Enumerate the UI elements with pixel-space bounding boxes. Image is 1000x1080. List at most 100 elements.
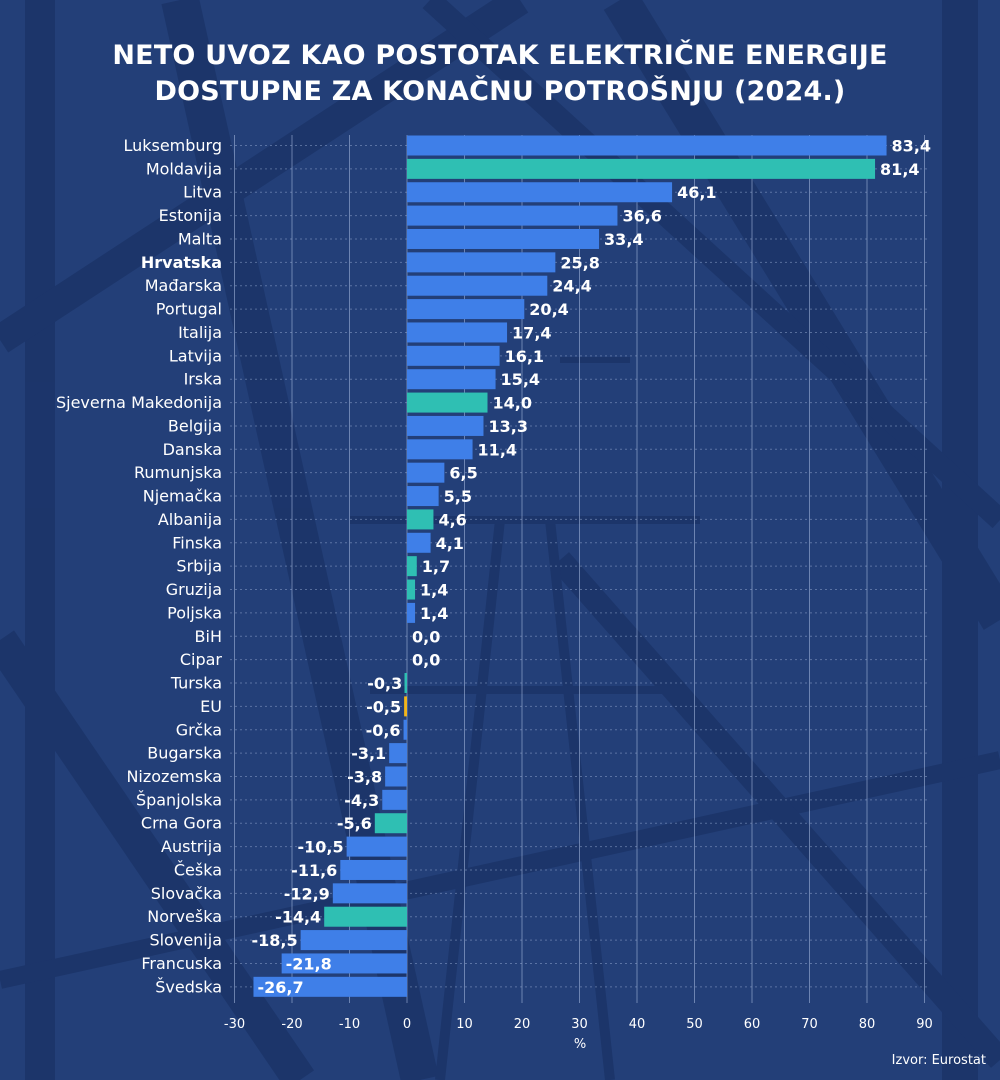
bar-mađarska (407, 275, 548, 296)
value-label: -4,3 (344, 791, 379, 810)
value-label: -0,6 (366, 721, 401, 740)
bar-austrija (346, 836, 407, 857)
bar-finska (407, 532, 431, 553)
bar-francuska (281, 953, 407, 974)
x-axis-ticks: -30 -20 -10 0 10 20 30 40 50 60 70 80 90 (224, 1017, 933, 1032)
x-tick-label: 10 (456, 1017, 473, 1032)
category-label: Poljska (167, 603, 222, 622)
x-tick-label: 70 (801, 1017, 818, 1032)
source-note: Izvor: Eurostat (891, 1053, 986, 1068)
x-tick-label: 20 (514, 1017, 531, 1032)
category-label: Norveška (147, 907, 222, 926)
category-labels: Luksemburg Moldavija Litva Estonija Malta Hrv… (56, 136, 222, 996)
value-label: 15,4 (501, 370, 540, 389)
value-label: -0,5 (366, 697, 401, 716)
bar-latvija (407, 345, 500, 366)
value-label: 25,8 (560, 253, 599, 272)
value-label: 11,4 (478, 440, 517, 459)
category-label: Belgija (168, 416, 222, 435)
x-tick-label: 30 (571, 1017, 588, 1032)
bar-turska (404, 673, 407, 694)
x-tick-label: -30 (224, 1017, 245, 1032)
bar-hrvatska (407, 252, 556, 273)
category-label: Bugarska (147, 744, 222, 763)
value-label: 4,6 (438, 510, 466, 529)
value-label: -12,9 (284, 884, 330, 903)
category-label: Luksemburg (123, 136, 222, 155)
value-label: -0,3 (367, 674, 402, 693)
x-tick-label: 90 (916, 1017, 933, 1032)
bar-nizozemska (385, 766, 407, 787)
category-label: Francuska (141, 954, 222, 973)
bar-malta (407, 228, 600, 249)
bar-poljska (407, 602, 416, 623)
value-label: 0,0 (412, 651, 440, 670)
category-label: Rumunjska (134, 463, 222, 482)
value-label: 81,4 (880, 160, 919, 179)
category-label: Španjolska (136, 790, 222, 809)
bar-švedska (253, 976, 407, 997)
category-label: Portugal (156, 300, 222, 319)
category-label: Cipar (180, 650, 223, 669)
bar-bugarska (389, 743, 407, 764)
bar-slovenija (300, 930, 407, 951)
bar-estonija (407, 205, 618, 226)
x-tick-label: 50 (686, 1017, 703, 1032)
category-label: Danska (163, 440, 222, 459)
value-label: -21,8 (286, 954, 332, 973)
bar-slovačka (332, 883, 407, 904)
x-tick-label: 40 (629, 1017, 646, 1032)
x-tick-label: 80 (859, 1017, 876, 1032)
chart-title-line-2: DOSTUPNE ZA KONAČNU POTROŠNJU (2024.) (154, 76, 846, 107)
value-label: 6,5 (449, 464, 477, 483)
category-label: Albanija (158, 510, 222, 529)
bar-španjolska (382, 789, 407, 810)
value-label: 46,1 (677, 183, 716, 202)
bar-eu (404, 696, 407, 717)
bars (253, 135, 887, 997)
value-labels: 83,4 81,4 46,1 36,6 33,4 25,8 24,4 20,4 17,4 16,1… (252, 137, 932, 997)
value-label: 1,7 (422, 557, 450, 576)
category-label: Estonija (159, 206, 222, 225)
chart-title-line-1: NETO UVOZ KAO POSTOTAK ELEKTRIČNE ENERGI… (112, 40, 888, 71)
category-label: Turska (170, 674, 222, 693)
bar-gruzija (407, 579, 416, 600)
bar-moldavija (407, 158, 876, 179)
value-label: 24,4 (552, 277, 591, 296)
bar-belgija (407, 415, 484, 436)
category-label: Srbija (176, 557, 222, 576)
grid-lines (230, 135, 930, 1003)
x-tick-label: 0 (403, 1017, 411, 1032)
value-label: 0,0 (412, 627, 440, 646)
category-label: Gruzija (166, 580, 222, 599)
bar-irska (407, 369, 496, 390)
bar-litva (407, 182, 673, 203)
x-tick-label: -10 (339, 1017, 360, 1032)
category-label: Italija (178, 323, 222, 342)
bar-grčka (403, 719, 407, 740)
value-label: -14,4 (275, 908, 321, 927)
value-label: 1,4 (420, 581, 448, 600)
value-label: 1,4 (420, 604, 448, 623)
category-label: Slovačka (151, 884, 222, 903)
category-label: Grčka (176, 720, 222, 739)
bar-srbija (407, 556, 417, 577)
value-label: 5,5 (444, 487, 472, 506)
value-label: 83,4 (892, 137, 931, 156)
bar-albanija (407, 509, 434, 530)
value-label: 33,4 (604, 230, 643, 249)
value-label: -18,5 (252, 931, 298, 950)
bar-češka (340, 859, 407, 880)
category-label: Njemačka (143, 487, 222, 506)
value-label: 36,6 (622, 207, 661, 226)
category-label: Crna Gora (141, 814, 222, 833)
x-axis-label: % (574, 1037, 586, 1052)
value-label: -11,6 (291, 861, 337, 880)
value-label: 20,4 (529, 300, 568, 319)
category-label: Češka (174, 860, 222, 879)
category-label: Slovenija (149, 931, 222, 950)
category-label: Litva (183, 183, 222, 202)
value-label: 13,3 (488, 417, 527, 436)
value-label: -3,8 (347, 767, 382, 786)
